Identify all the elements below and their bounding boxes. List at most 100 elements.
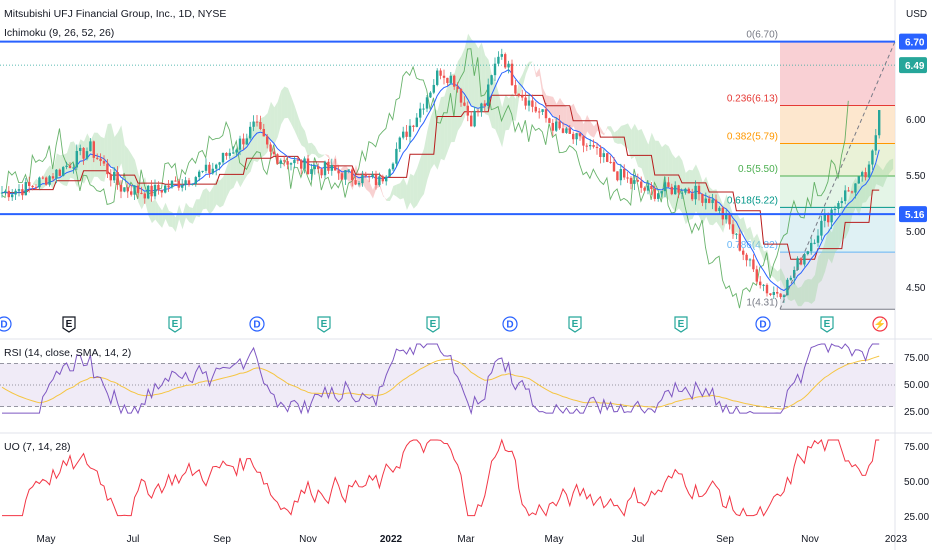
- candle-body: [293, 159, 296, 164]
- candle-body: [51, 176, 55, 179]
- candle-body: [738, 233, 741, 251]
- candle-body: [592, 145, 595, 147]
- rsi-ma-line: [1, 355, 880, 410]
- kumo-cloud-segment: [536, 68, 540, 78]
- kumo-cloud-segment: [818, 252, 822, 284]
- candle-body: [847, 190, 850, 192]
- kumo-cloud-segment: [590, 121, 594, 138]
- candle-body: [432, 84, 435, 93]
- kumo-cloud-segment: [298, 116, 302, 146]
- candle-body: [228, 152, 231, 156]
- kumo-cloud-segment: [695, 164, 700, 217]
- kumo-cloud-segment: [383, 194, 387, 201]
- kumo-cloud-segment: [355, 164, 360, 189]
- kumo-cloud-segment: [631, 123, 635, 160]
- kumo-cloud-segment: [607, 126, 611, 133]
- kumo-cloud-segment: [223, 166, 227, 206]
- candle-body: [837, 203, 840, 209]
- kumo-cloud-segment: [413, 168, 418, 209]
- kumo-cloud-segment: [825, 227, 829, 272]
- dividend-marker-letter: D: [506, 320, 513, 331]
- kumo-cloud-segment: [876, 162, 880, 186]
- candle-body: [82, 147, 85, 159]
- kumo-cloud-segment: [66, 142, 71, 187]
- candle-body: [442, 75, 446, 78]
- candle-body: [697, 185, 701, 195]
- candle-body: [24, 182, 27, 196]
- candle-body: [653, 189, 656, 199]
- candle-body: [4, 190, 7, 193]
- price-tag-label: 5.16: [905, 210, 925, 221]
- earnings-marker: [426, 316, 440, 333]
- candle-body: [762, 284, 765, 286]
- candle-body: [861, 172, 864, 177]
- kumo-cloud-segment: [716, 189, 720, 227]
- currency-label: USD: [906, 9, 928, 20]
- kumo-cloud-segment: [753, 233, 758, 250]
- candle-body: [249, 126, 252, 139]
- candle-body: [79, 147, 82, 151]
- split-marker-icon: ⚡: [874, 318, 886, 331]
- kumo-cloud-segment: [349, 169, 353, 191]
- candle-body: [538, 111, 541, 113]
- kumo-cloud-segment: [706, 176, 710, 225]
- candle-body: [599, 148, 602, 157]
- kumo-cloud-segment: [672, 153, 676, 212]
- fib-zone: [780, 252, 895, 310]
- kumo-cloud-segment: [172, 212, 176, 232]
- kumo-cloud-segment: [379, 182, 384, 197]
- kumo-cloud-segment: [648, 132, 652, 190]
- candle-body: [48, 176, 51, 185]
- candle-body: [58, 169, 61, 176]
- kumo-cloud-segment: [709, 187, 713, 226]
- kumo-cloud-segment: [525, 61, 530, 74]
- candle-body: [412, 125, 415, 127]
- kumo-cloud-segment: [712, 189, 717, 226]
- kumo-cloud-segment: [886, 159, 890, 179]
- candle-body: [425, 97, 429, 109]
- candle-body: [109, 174, 112, 181]
- candle-body: [568, 128, 571, 134]
- candle-body: [748, 259, 752, 261]
- candle-body: [405, 131, 408, 137]
- candle-body: [857, 176, 860, 184]
- kumo-cloud-segment: [366, 177, 370, 193]
- candle-body: [391, 163, 395, 170]
- kumo-cloud-segment: [274, 101, 278, 145]
- candle-body: [147, 185, 150, 199]
- price-axis-tick: 5.00: [906, 227, 926, 238]
- candle-body: [208, 164, 211, 174]
- candle-body: [548, 118, 551, 123]
- kumo-cloud-segment: [481, 42, 486, 115]
- candle-body: [623, 169, 626, 178]
- candle-body: [524, 97, 527, 106]
- kumo-cloud-segment: [814, 256, 819, 301]
- candle-body: [167, 185, 170, 188]
- candle-body: [351, 169, 354, 181]
- earnings-marker: [568, 316, 582, 333]
- candle-body: [62, 167, 65, 176]
- kumo-cloud-segment: [107, 123, 112, 167]
- candle-body: [796, 258, 799, 270]
- candle-body: [565, 128, 568, 133]
- kumo-cloud-segment: [583, 114, 588, 143]
- time-axis-tick: 2022: [380, 534, 403, 545]
- candle-body: [72, 167, 75, 169]
- candle-body: [395, 148, 398, 164]
- candle-body: [313, 166, 316, 170]
- candle-body: [704, 198, 707, 203]
- kumo-cloud-segment: [746, 226, 751, 243]
- candle-body: [272, 151, 276, 155]
- kumo-cloud-segment: [457, 55, 462, 131]
- kumo-cloud-segment: [600, 127, 605, 136]
- kumo-cloud-segment: [117, 125, 122, 172]
- candle-body: [500, 54, 503, 57]
- kumo-cloud-segment: [461, 47, 465, 126]
- kumo-cloud-segment: [675, 155, 679, 212]
- kumo-cloud-segment: [495, 81, 499, 138]
- price-tag-label: 6.49: [905, 61, 925, 72]
- candle-body: [150, 185, 153, 197]
- kumo-cloud-segment: [848, 183, 853, 231]
- candle-body: [493, 63, 497, 76]
